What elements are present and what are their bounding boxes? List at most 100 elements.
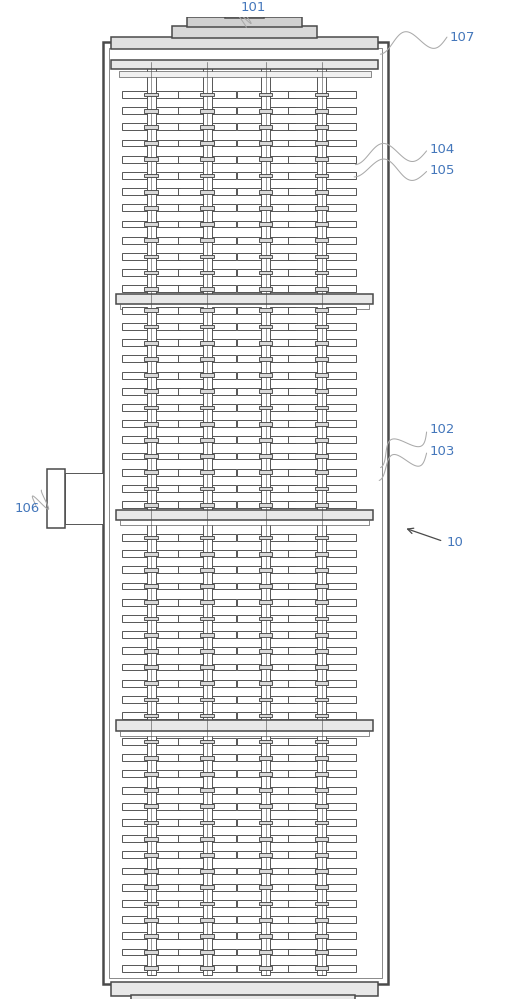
Bar — [144, 918, 158, 922]
Bar — [259, 804, 272, 808]
Bar — [288, 204, 317, 211]
Bar — [288, 323, 317, 330]
Bar — [237, 884, 261, 891]
Bar — [122, 770, 146, 777]
Bar — [122, 949, 146, 955]
Bar — [201, 536, 214, 539]
Bar — [288, 91, 317, 98]
Bar — [211, 269, 236, 276]
Text: 103: 103 — [429, 445, 455, 458]
Bar — [270, 453, 295, 459]
Bar — [259, 600, 272, 604]
Bar — [178, 156, 203, 163]
Bar — [259, 357, 272, 361]
Bar — [259, 536, 272, 539]
Text: 104: 104 — [429, 143, 454, 156]
Bar — [156, 436, 180, 443]
Bar — [122, 835, 146, 842]
Bar — [178, 469, 203, 476]
Bar — [211, 355, 236, 362]
Bar — [201, 470, 214, 474]
Bar — [288, 485, 317, 492]
Bar — [156, 253, 180, 260]
Bar — [156, 237, 180, 244]
Bar — [270, 123, 295, 130]
Bar — [288, 803, 317, 810]
Bar — [201, 454, 214, 458]
Bar — [326, 900, 356, 907]
Bar — [259, 552, 272, 556]
Bar — [237, 237, 261, 244]
Bar — [122, 583, 146, 589]
Bar — [259, 125, 272, 129]
Bar — [270, 696, 295, 703]
Bar — [237, 712, 261, 719]
Bar — [237, 404, 261, 411]
Bar — [259, 206, 272, 210]
Bar — [315, 869, 328, 873]
Bar — [144, 93, 158, 96]
Bar — [144, 373, 158, 377]
Bar — [211, 285, 236, 292]
Text: 101: 101 — [240, 1, 266, 14]
Bar — [259, 681, 272, 685]
Bar — [178, 420, 203, 427]
Bar — [326, 680, 356, 687]
Bar — [237, 819, 261, 826]
Bar — [288, 712, 317, 719]
Bar — [122, 819, 146, 826]
Bar — [211, 404, 236, 411]
Bar — [211, 712, 236, 719]
Bar — [326, 355, 356, 362]
Bar — [259, 756, 272, 760]
Bar — [211, 388, 236, 395]
Bar — [259, 308, 272, 312]
Bar — [201, 422, 214, 426]
Bar — [270, 221, 295, 227]
Bar — [144, 584, 158, 588]
Bar — [122, 566, 146, 573]
Bar — [144, 157, 158, 161]
Bar — [326, 534, 356, 541]
Bar — [211, 339, 236, 346]
Bar — [237, 388, 261, 395]
Bar — [178, 107, 203, 114]
Bar — [259, 788, 272, 792]
Bar — [201, 617, 214, 620]
Bar — [315, 470, 328, 474]
Bar — [201, 271, 214, 274]
Bar — [144, 222, 158, 226]
Bar — [288, 916, 317, 923]
Bar — [326, 91, 356, 98]
Bar — [201, 357, 214, 361]
Bar — [156, 453, 180, 459]
Bar — [288, 770, 317, 777]
Bar — [122, 172, 146, 179]
Bar — [288, 647, 317, 654]
Bar — [156, 965, 180, 972]
Bar — [211, 615, 236, 622]
Bar — [259, 902, 272, 905]
Bar — [201, 966, 214, 970]
Bar — [315, 568, 328, 572]
Bar — [270, 868, 295, 874]
Bar — [288, 140, 317, 146]
Bar — [237, 550, 261, 557]
Bar — [156, 696, 180, 703]
Bar — [201, 438, 214, 442]
Bar — [144, 681, 158, 685]
Bar — [178, 307, 203, 314]
Bar — [315, 902, 328, 905]
Bar — [211, 738, 236, 745]
Bar — [156, 269, 180, 276]
Bar — [270, 550, 295, 557]
Bar — [270, 851, 295, 858]
Bar — [270, 269, 295, 276]
Bar — [122, 91, 146, 98]
Bar — [178, 372, 203, 379]
Bar — [237, 221, 261, 227]
Bar — [326, 469, 356, 476]
Bar — [270, 738, 295, 745]
Bar — [201, 837, 214, 841]
Bar — [211, 754, 236, 761]
